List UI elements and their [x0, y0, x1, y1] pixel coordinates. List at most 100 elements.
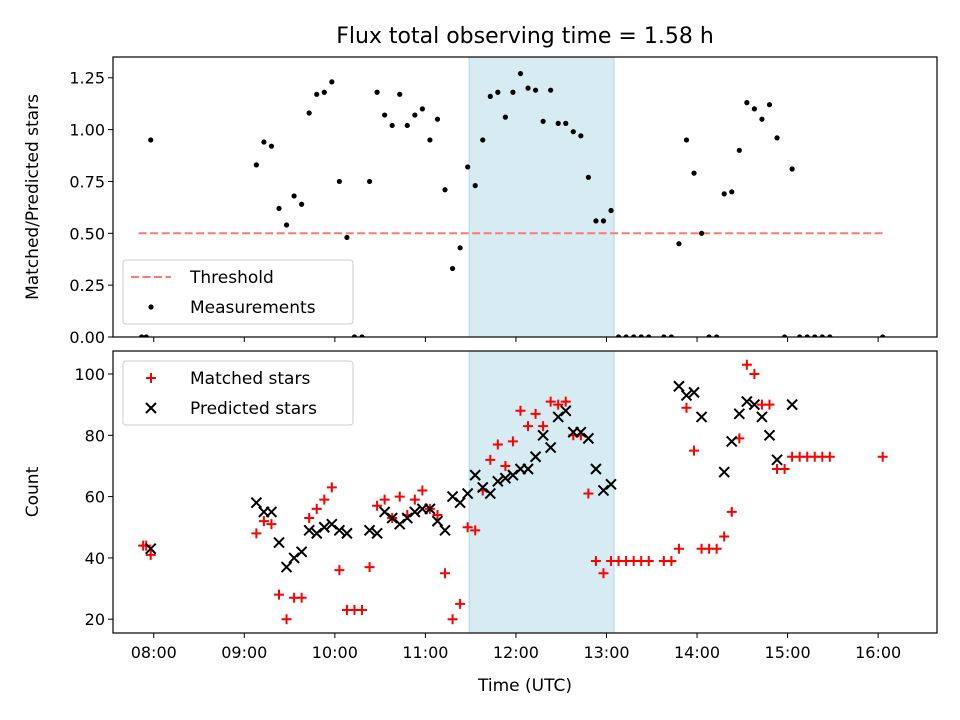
- legend-matched-swatch: [146, 373, 156, 383]
- matched-star-marker: [357, 605, 368, 616]
- predicted-star-marker: [401, 512, 413, 524]
- measurement-point: [495, 89, 501, 95]
- matched-star-marker: [296, 592, 307, 603]
- measurement-point: [143, 334, 149, 337]
- matched-star-marker: [877, 451, 888, 462]
- legend: Threshold Measurements: [122, 259, 354, 325]
- measurement-point: [268, 143, 275, 149]
- predicted-star-marker: [145, 542, 157, 555]
- matched-star-marker: [409, 494, 420, 505]
- measurement-point: [382, 112, 388, 118]
- predicted-star-marker: [333, 524, 346, 537]
- legend-measurement-swatch: [148, 304, 154, 310]
- matched-star-marker: [372, 500, 383, 511]
- measurement-point: [766, 102, 773, 108]
- measurement-point: [457, 245, 463, 251]
- predicted-star-marker: [537, 429, 549, 442]
- legend-box: [122, 259, 354, 325]
- predicted-star-marker: [439, 524, 451, 537]
- legend-label: Predicted stars: [190, 399, 317, 419]
- predicted-star-marker: [748, 398, 761, 411]
- y-tick-label: 60: [85, 488, 105, 507]
- series-measurements: [139, 70, 886, 337]
- axes-frame: [112, 56, 938, 338]
- y-axis-label: Matched/Predicted stars: [23, 94, 43, 300]
- predicted-star-marker: [695, 411, 708, 423]
- matched-star-marker: [681, 402, 692, 413]
- matched-star-marker: [447, 614, 458, 625]
- measurement-point: [744, 100, 750, 106]
- predicted-star-marker: [492, 475, 504, 487]
- predicted-star-marker: [386, 512, 398, 524]
- measurement-point: [321, 89, 327, 95]
- matched-star-marker: [364, 562, 375, 573]
- measurement-point: [880, 334, 886, 337]
- measurement-point: [759, 116, 765, 122]
- measurement-point: [540, 118, 546, 124]
- matched-star-marker: [311, 503, 322, 514]
- predicted-star-marker: [461, 487, 474, 500]
- predicted-star-marker: [763, 429, 776, 442]
- top-plot: 0.00 0.25 0.50 0.75 1.00 1.25 Matched/Predicte…: [23, 56, 938, 347]
- predicted-star-marker: [718, 466, 730, 478]
- measurement-point: [676, 241, 682, 247]
- legend-label: Measurements: [190, 298, 316, 318]
- matched-star-marker: [779, 464, 790, 475]
- predicted-star-marker: [409, 506, 421, 518]
- measurement-point: [827, 334, 833, 337]
- matched-star-marker: [673, 543, 684, 554]
- measurement-point: [532, 87, 539, 93]
- predicted-star-marker: [363, 524, 376, 537]
- measurement-point: [661, 334, 667, 337]
- measurement-point: [351, 334, 358, 337]
- matched-star-marker: [590, 555, 601, 566]
- matched-star-marker: [141, 540, 152, 551]
- measurement-point: [510, 89, 516, 95]
- matched-star-marker: [145, 549, 156, 560]
- predicted-star-marker: [688, 386, 700, 399]
- predicted-star-marker: [424, 503, 436, 515]
- predicted-star-marker: [771, 454, 783, 466]
- matched-star-marker: [394, 491, 405, 502]
- observing-window: [468, 56, 615, 338]
- matched-star-marker: [523, 421, 534, 432]
- legend-predicted-swatch: [145, 402, 157, 414]
- predicted-star-marker: [575, 426, 587, 438]
- bottom-plot: 20 40 60 80 100 08:00 09:00 10:00 11:00 12:00 13:0…: [23, 350, 938, 696]
- predicted-star-marker: [484, 487, 496, 500]
- predicted-star-marker: [499, 472, 512, 484]
- observing-window: [468, 350, 615, 634]
- measurement-point: [774, 135, 780, 141]
- measurement-point: [638, 334, 644, 337]
- measurement-point: [487, 93, 493, 100]
- measurement-point: [525, 85, 531, 91]
- matched-star-marker: [470, 525, 481, 536]
- measurement-point: [283, 222, 290, 228]
- predicted-star-marker: [288, 552, 300, 564]
- x-tick-label: 15:00: [765, 643, 811, 662]
- measurement-point: [570, 129, 576, 135]
- x-tick-label: 12:00: [493, 643, 539, 662]
- predicted-star-marker: [318, 521, 330, 533]
- measurement-point: [427, 137, 433, 143]
- measurement-point: [548, 87, 554, 93]
- measurement-point: [329, 79, 335, 85]
- matched-star-marker: [417, 485, 428, 496]
- predicted-star-marker: [295, 546, 308, 558]
- measurement-point: [465, 164, 471, 170]
- predicted-star-marker: [378, 506, 391, 518]
- matched-star-marker: [553, 399, 564, 410]
- measurement-point: [261, 139, 267, 145]
- measurement-point: [555, 120, 561, 126]
- measurement-point: [789, 166, 795, 172]
- matched-star-marker: [824, 451, 835, 462]
- matched-star-marker: [485, 454, 496, 465]
- predicted-star-marker: [273, 536, 285, 549]
- measurement-point: [593, 218, 599, 224]
- matched-star-marker: [726, 506, 737, 517]
- matched-star-marker: [643, 555, 654, 566]
- matched-star-marker: [274, 589, 285, 600]
- y-tick-label: 1.25: [69, 69, 105, 88]
- predicted-star-marker: [726, 435, 738, 448]
